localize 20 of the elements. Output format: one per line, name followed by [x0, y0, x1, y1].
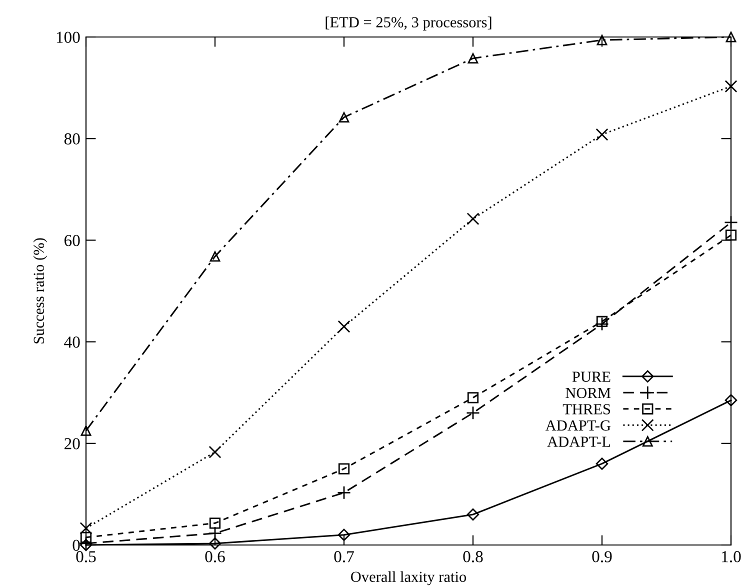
y-tick-label: 40	[64, 336, 80, 348]
y-tick-label: 0	[72, 540, 80, 551]
y-axis-title: Success ratio (%)	[33, 238, 48, 344]
legend-label: NORM	[566, 388, 611, 398]
x-tick-label: 0.8	[463, 551, 483, 562]
y-tick-label: 80	[64, 133, 80, 145]
chart-title: [ETD = 25%, 3 processors]	[326, 16, 492, 31]
legend-label: THRES	[562, 404, 610, 414]
x-tick-label: 0.9	[592, 551, 612, 562]
x-tick-label: 0.5	[76, 551, 96, 562]
x-tick-label: 0.6	[205, 551, 225, 562]
y-tick-label: 60	[64, 234, 80, 246]
y-tick-label: 100	[56, 32, 80, 43]
legend-label: ADAPT-G	[545, 420, 611, 431]
y-tick-label: 20	[64, 438, 80, 450]
legend-label: ADAPT-L	[547, 436, 610, 447]
x-tick-label: 1.0	[722, 551, 741, 562]
x-tick-label: 0.7	[334, 551, 354, 562]
x-axis-title: Overall laxity ratio	[351, 571, 466, 586]
legend-label: PURE	[572, 372, 610, 382]
